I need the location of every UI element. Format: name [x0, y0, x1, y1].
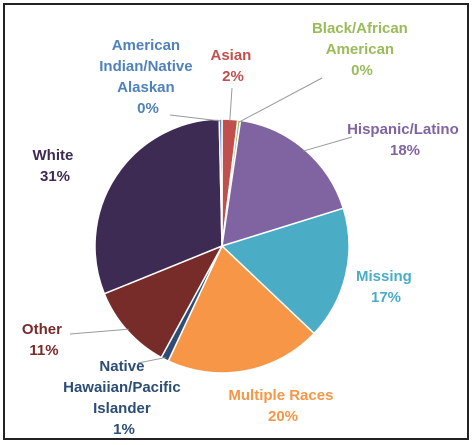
label-other-name: Other — [22, 321, 62, 338]
label-other-value: 11% — [29, 342, 58, 359]
slice-hispanic-latino — [221, 119, 345, 248]
pie-slices — [94, 118, 350, 374]
label-hawaiian-name-line3: Islander — [93, 400, 151, 417]
label-white-value: 31% — [40, 168, 70, 185]
leader-line-0 — [229, 87, 233, 122]
label-american-indian: American Indian/Native Alaskan 0% — [99, 37, 197, 117]
label-hawaiian-value: 1% — [113, 421, 135, 438]
label-hispanic-value: 18% — [390, 142, 420, 159]
label-multiple-value: 20% — [268, 408, 298, 425]
label-white-name: White — [33, 147, 74, 164]
label-hawaiian-name-line2: Hawaiian/Pacific — [63, 379, 181, 396]
slice-other — [103, 244, 224, 359]
label-asian-value: 2% — [222, 68, 244, 85]
label-black-name-line1: Black/African — [312, 20, 408, 37]
label-amerind-name-line2: Indian/Native — [99, 58, 192, 75]
leader-line-8 — [169, 114, 221, 122]
label-missing-name: Missing — [356, 268, 412, 285]
label-multiple-races: Multiple Races 20% — [228, 387, 337, 425]
slice-white — [94, 118, 223, 295]
label-amerind-value: 0% — [137, 100, 159, 117]
slice-multiple-races — [167, 244, 316, 374]
label-black-value: 0% — [351, 62, 373, 79]
slice-american-indian-native-alaskan — [218, 118, 223, 247]
label-asian-name: Asian — [210, 47, 251, 64]
label-black-name-line2: American — [326, 41, 394, 58]
label-native-hawaiian: Native Hawaiian/Pacific Islander 1% — [63, 358, 185, 438]
leader-line-2 — [303, 136, 353, 152]
label-multiple-name: Multiple Races — [228, 387, 333, 404]
label-missing-value: 17% — [371, 289, 401, 306]
label-white: White 31% — [33, 147, 78, 185]
label-other: Other 11% — [22, 321, 66, 359]
leader-line-6 — [69, 328, 129, 335]
slice-missing — [220, 207, 350, 335]
leader-lines — [69, 77, 353, 364]
data-labels: Asian 2% Black/African American 0% Hispa… — [22, 20, 463, 438]
label-amerind-name-line3: Alaskan — [117, 79, 175, 96]
leader-line-1 — [238, 77, 323, 123]
leader-line-5 — [137, 357, 166, 364]
label-hispanic-latino: Hispanic/Latino 18% — [347, 121, 463, 159]
label-hawaiian-name-line1: Native — [99, 358, 144, 375]
label-amerind-name-line1: American — [112, 37, 180, 54]
label-hispanic-name: Hispanic/Latino — [347, 121, 459, 138]
label-black-african-american: Black/African American 0% — [312, 20, 412, 79]
label-asian: Asian 2% — [210, 47, 255, 85]
label-missing: Missing 17% — [356, 268, 416, 306]
